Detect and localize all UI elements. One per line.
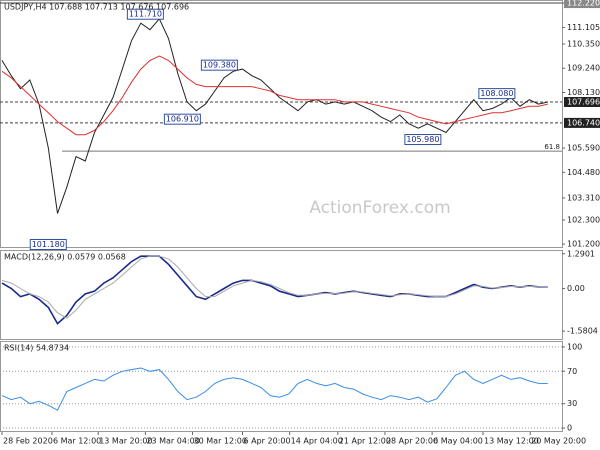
annotation-box <box>126 8 164 20</box>
series-line <box>1 255 548 319</box>
y-tick-label: 100 <box>567 342 582 351</box>
watermark: ActionForex.com <box>309 198 450 218</box>
level-box <box>564 117 600 128</box>
panel-title: USDJPY,H4 107.688 107.713 107.676 107.69… <box>4 3 189 12</box>
x-tick-label: 13 Mar 20:00 <box>99 437 152 446</box>
fib-label: 61.8 <box>544 143 560 151</box>
x-tick-label: 30 Mar 12:00 <box>194 437 247 446</box>
y-tick-label: 1.2901 <box>567 249 595 258</box>
annotation-label: 101.180 <box>32 240 65 249</box>
panel-frame <box>0 0 563 248</box>
y-tick-label: 108.130 <box>567 88 600 97</box>
y-tick-label: 109.240 <box>567 64 600 73</box>
x-tick-label: 20 May 20:00 <box>531 437 586 446</box>
level-label: 112.220 <box>567 0 600 8</box>
annotation-box <box>478 88 516 100</box>
x-tick-label: 6 Mar 12:00 <box>53 437 101 446</box>
annotation-box <box>29 239 67 251</box>
y-tick-label: 101.200 <box>567 240 600 249</box>
panel-title: MACD(12,26,9) 0.0579 0.0568 <box>4 253 126 262</box>
annotation-box <box>200 59 238 71</box>
x-tick-label: 28 Apr 20:00 <box>386 437 438 446</box>
y-tick-label: 105.590 <box>567 144 600 153</box>
level-box <box>564 96 600 107</box>
y-tick-label: 102.300 <box>567 216 600 225</box>
y-tick-label: 0.00 <box>567 284 585 293</box>
panel-frame <box>0 250 563 340</box>
annotation-label: 108.080 <box>480 89 513 98</box>
series-line <box>1 255 548 325</box>
level-box <box>564 0 600 9</box>
y-tick-label: 110.350 <box>567 39 600 48</box>
panel-title: RSI(14) 54.8734 <box>4 344 69 353</box>
level-label: 107.696 <box>567 97 600 106</box>
x-tick-label: 14 Apr 04:00 <box>291 437 343 446</box>
y-tick-label: 104.480 <box>567 168 600 177</box>
y-tick-label: 0 <box>567 424 572 433</box>
x-tick-label: 21 Apr 12:00 <box>339 437 391 446</box>
series-line <box>1 55 548 136</box>
y-tick-label: 70 <box>567 367 577 376</box>
annotation-label: 106.910 <box>166 115 199 124</box>
x-tick-label: 28 Feb 2020 <box>3 437 53 446</box>
series-line <box>1 367 548 411</box>
x-tick-label: 6 Apr 20:00 <box>244 437 291 446</box>
annotation-label: 105.980 <box>406 135 439 144</box>
y-tick-label: 30 <box>567 399 577 408</box>
level-label: 106.740 <box>567 118 600 127</box>
x-tick-label: 6 May 04:00 <box>433 437 483 446</box>
annotation-box <box>404 134 442 146</box>
panel-frame <box>0 341 563 432</box>
y-tick-label: 111.105 <box>567 23 600 32</box>
x-tick-label: 13 May 12:00 <box>484 437 539 446</box>
x-tick-label: 23 Mar 04:00 <box>146 437 199 446</box>
annotation-box <box>163 113 201 125</box>
annotation-label: 111.710 <box>129 10 162 19</box>
y-tick-label: 103.310 <box>567 193 600 202</box>
annotation-label: 109.380 <box>203 61 236 70</box>
y-tick-label: -1.5804 <box>567 327 598 336</box>
